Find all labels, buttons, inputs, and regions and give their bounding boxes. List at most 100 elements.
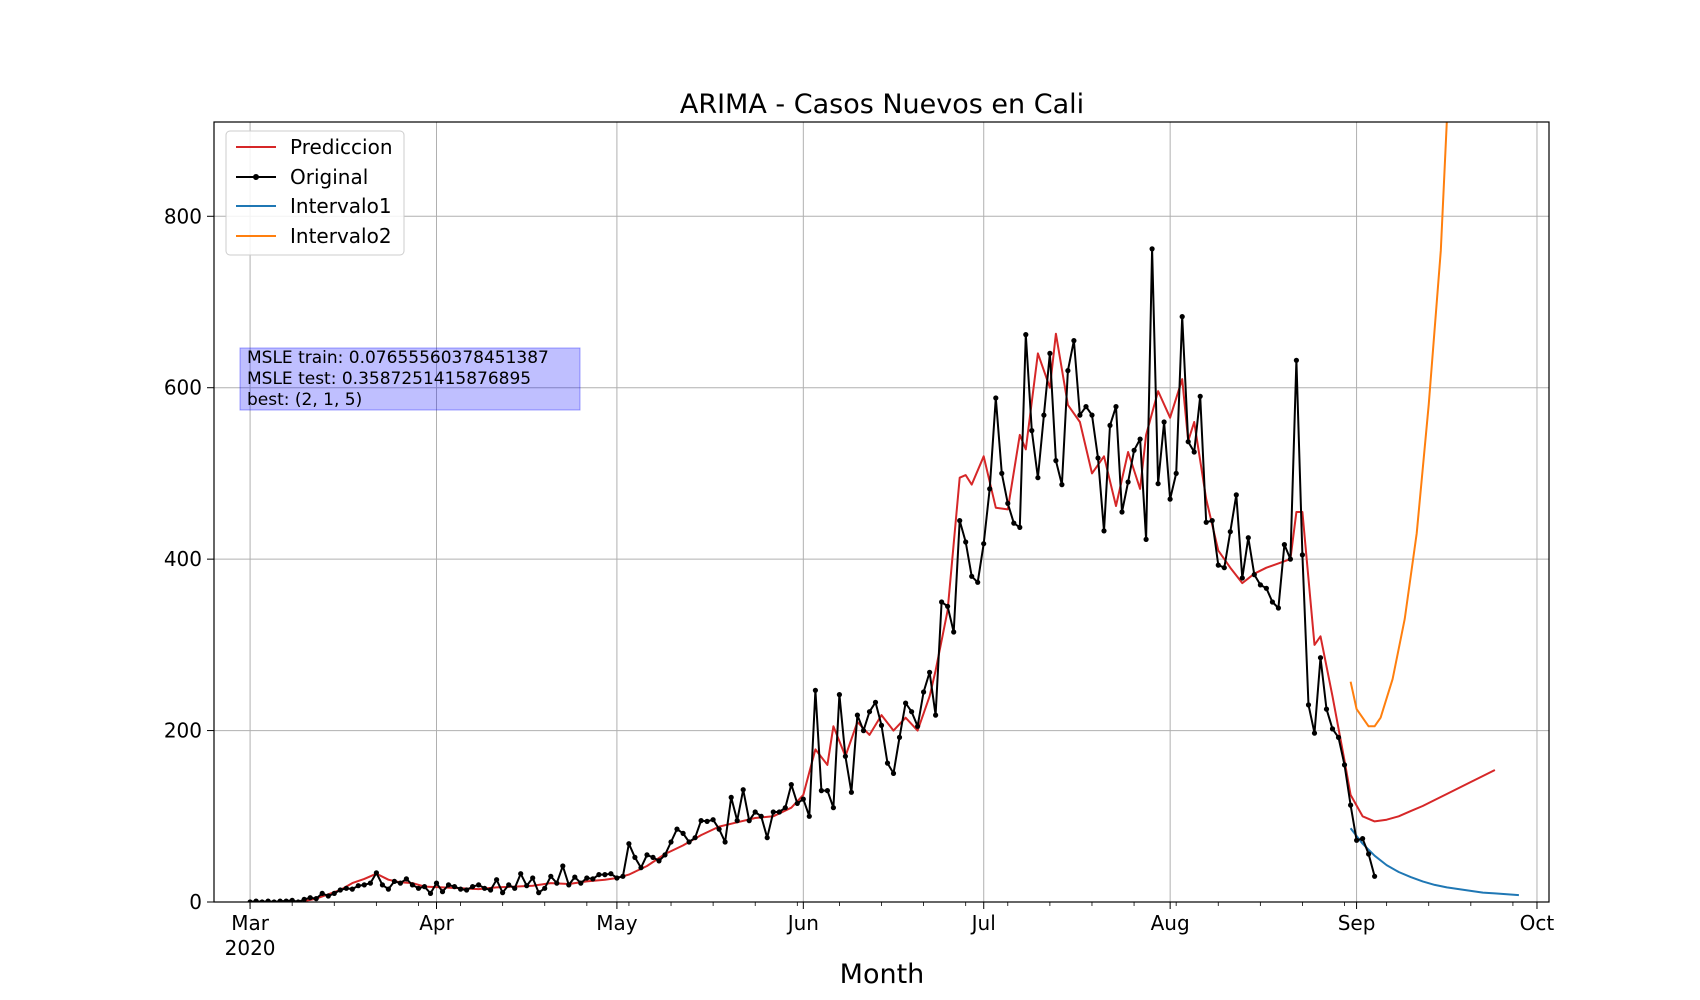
annotation-box: MSLE train: 0.07655560378451387 MSLE tes… xyxy=(239,347,581,411)
data-point xyxy=(716,826,722,832)
data-point xyxy=(776,809,782,815)
data-point xyxy=(1083,404,1089,410)
data-point xyxy=(500,890,506,896)
data-point xyxy=(433,880,440,886)
data-point xyxy=(542,885,548,891)
data-point xyxy=(301,896,307,902)
data-point xyxy=(409,882,415,888)
data-point xyxy=(848,789,855,795)
data-point xyxy=(1107,422,1113,428)
data-point xyxy=(758,813,764,819)
x-tick-label: Mar xyxy=(231,911,270,935)
data-point xyxy=(1209,518,1215,524)
data-point xyxy=(259,899,265,902)
data-point xyxy=(638,865,644,871)
data-point xyxy=(878,722,885,729)
data-point xyxy=(1119,509,1125,515)
data-point xyxy=(662,852,668,858)
series-line-intervalo2 xyxy=(1349,122,1448,728)
data-point xyxy=(644,852,650,858)
legend-label: Intervalo2 xyxy=(290,224,392,248)
data-point xyxy=(1299,552,1305,558)
data-point xyxy=(1185,439,1191,445)
legend-label: Prediccion xyxy=(290,135,393,159)
data-point xyxy=(313,896,319,902)
data-point xyxy=(1311,730,1318,736)
data-point xyxy=(842,753,849,759)
data-point xyxy=(1257,582,1263,588)
data-point xyxy=(951,629,957,635)
data-point xyxy=(698,818,704,824)
data-point xyxy=(981,541,987,547)
data-point xyxy=(740,787,746,793)
data-point xyxy=(439,889,446,895)
series-intervalo2 xyxy=(1349,122,1448,728)
data-point xyxy=(476,882,482,888)
data-point xyxy=(512,885,518,891)
data-point xyxy=(247,899,253,902)
data-point xyxy=(710,817,716,823)
data-point xyxy=(921,689,927,695)
data-point xyxy=(337,887,343,893)
data-point xyxy=(1317,655,1324,661)
data-point xyxy=(1155,481,1161,487)
data-point xyxy=(1239,575,1245,581)
data-point xyxy=(253,898,259,902)
data-point xyxy=(445,882,452,888)
annotation-line: MSLE train: 0.07655560378451387 xyxy=(247,348,549,368)
data-point xyxy=(1179,314,1185,320)
data-point xyxy=(1372,873,1378,879)
data-point xyxy=(915,723,921,729)
data-point xyxy=(289,897,295,902)
data-point xyxy=(1221,565,1227,571)
data-point xyxy=(1065,368,1071,374)
data-point xyxy=(295,899,301,902)
data-point xyxy=(1137,436,1143,442)
data-point xyxy=(993,395,999,401)
x-tick-label: Apr xyxy=(419,911,454,935)
data-point xyxy=(584,875,590,881)
data-point xyxy=(1245,535,1251,541)
data-point xyxy=(464,887,470,893)
series-line-prediccion xyxy=(303,332,1496,902)
data-point xyxy=(265,898,271,902)
data-point xyxy=(1125,479,1131,485)
data-point xyxy=(590,876,596,882)
data-point xyxy=(596,872,602,878)
data-point xyxy=(939,599,945,605)
data-point xyxy=(1095,455,1101,461)
data-point xyxy=(1348,802,1354,808)
data-point xyxy=(1329,726,1336,732)
data-point xyxy=(367,880,373,886)
data-point xyxy=(650,854,656,861)
data-point xyxy=(626,841,632,847)
data-point xyxy=(530,875,536,881)
data-point xyxy=(945,603,951,609)
data-point xyxy=(391,878,397,885)
data-point xyxy=(355,883,361,889)
legend-item-intervalo2: Intervalo2 xyxy=(236,224,392,248)
data-point xyxy=(969,573,975,579)
data-point xyxy=(403,876,409,882)
data-point xyxy=(704,818,710,825)
data-point xyxy=(1191,449,1197,455)
series-prediccion xyxy=(303,332,1496,902)
data-point xyxy=(385,886,391,892)
data-point xyxy=(1089,412,1095,418)
x-tick-label: Jun xyxy=(786,911,819,935)
data-point xyxy=(470,884,476,890)
data-point xyxy=(560,863,566,869)
data-point xyxy=(686,839,692,845)
data-point xyxy=(608,871,614,877)
data-point xyxy=(536,890,542,896)
data-point xyxy=(427,890,434,897)
x-tick-label: Sep xyxy=(1338,911,1376,935)
data-point xyxy=(1005,500,1011,506)
data-point xyxy=(812,687,819,693)
data-point xyxy=(770,809,776,815)
data-point xyxy=(578,880,584,886)
data-point xyxy=(752,809,758,815)
data-point xyxy=(656,858,662,864)
data-point xyxy=(764,835,770,841)
data-point xyxy=(1167,496,1173,502)
